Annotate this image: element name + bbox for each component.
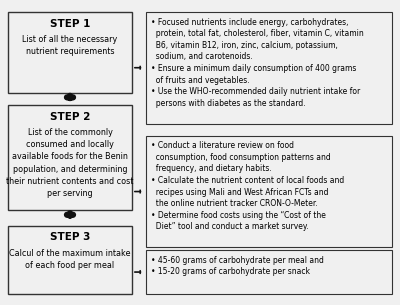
Text: Calcul of the maximum intake
of each food per meal: Calcul of the maximum intake of each foo… (9, 249, 131, 270)
Text: • 45-60 grams of carbohydrate per meal and: • 45-60 grams of carbohydrate per meal a… (151, 256, 324, 265)
Text: STEP 3: STEP 3 (50, 232, 90, 242)
Text: recipes using Mali and West African FCTs and: recipes using Mali and West African FCTs… (151, 188, 328, 197)
Text: • Use the WHO-recommended daily nutrient intake for: • Use the WHO-recommended daily nutrient… (151, 87, 360, 96)
Text: • Determine food costs using the “Cost of the: • Determine food costs using the “Cost o… (151, 211, 326, 220)
Text: B6, vitamin B12, iron, zinc, calcium, potassium,: B6, vitamin B12, iron, zinc, calcium, po… (151, 41, 338, 50)
FancyBboxPatch shape (8, 226, 132, 294)
Text: the online nutrient tracker CRON-O-Meter.: the online nutrient tracker CRON-O-Meter… (151, 199, 318, 208)
Text: consumption, food consumption patterns and: consumption, food consumption patterns a… (151, 153, 330, 162)
Text: frequency, and dietary habits.: frequency, and dietary habits. (151, 164, 272, 174)
FancyBboxPatch shape (8, 105, 132, 210)
Text: Diet” tool and conduct a market survey.: Diet” tool and conduct a market survey. (151, 222, 308, 231)
FancyBboxPatch shape (8, 12, 132, 93)
Text: • Ensure a minimum daily consumption of 400 grams: • Ensure a minimum daily consumption of … (151, 64, 356, 73)
Text: List of the commonly
consumed and locally
available foods for the Benin
populati: List of the commonly consumed and locall… (6, 128, 134, 198)
Text: of fruits and vegetables.: of fruits and vegetables. (151, 76, 250, 85)
Text: protein, total fat, cholesterol, fiber, vitamin C, vitamin: protein, total fat, cholesterol, fiber, … (151, 29, 364, 38)
Text: • Conduct a literature review on food: • Conduct a literature review on food (151, 141, 294, 150)
Text: List of all the necessary
nutrient requirements: List of all the necessary nutrient requi… (22, 35, 118, 56)
FancyBboxPatch shape (146, 12, 392, 124)
Text: STEP 2: STEP 2 (50, 112, 90, 122)
Text: persons with diabetes as the standard.: persons with diabetes as the standard. (151, 99, 306, 108)
Text: STEP 1: STEP 1 (50, 19, 90, 29)
Text: sodium, and carotenoids.: sodium, and carotenoids. (151, 52, 252, 62)
FancyBboxPatch shape (146, 136, 392, 247)
Text: • 15-20 grams of carbohydrate per snack: • 15-20 grams of carbohydrate per snack (151, 267, 310, 276)
Text: • Focused nutrients include energy, carbohydrates,: • Focused nutrients include energy, carb… (151, 18, 348, 27)
FancyBboxPatch shape (146, 250, 392, 294)
Text: • Calculate the nutrient content of local foods and: • Calculate the nutrient content of loca… (151, 176, 344, 185)
